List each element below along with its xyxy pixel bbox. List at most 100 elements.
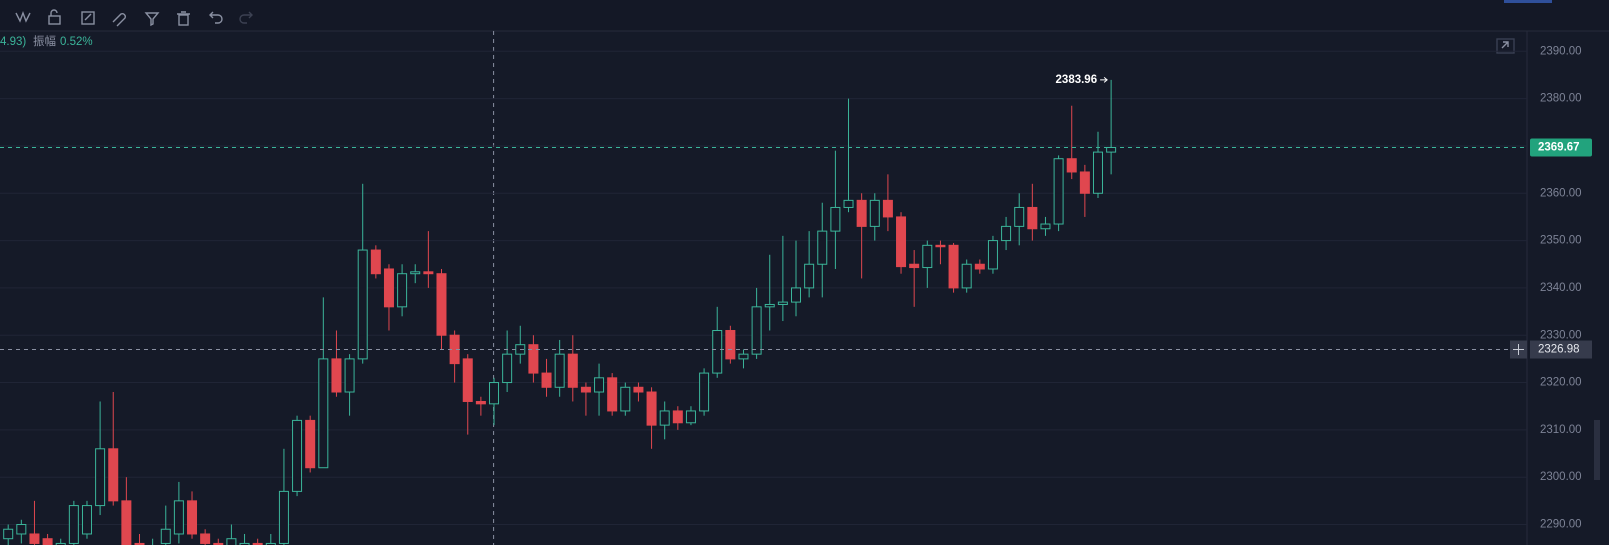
candle-body [278,490,289,544]
candle-body [265,542,276,545]
change-fragment: 4.93) [0,36,26,48]
candle-body [160,528,171,544]
candle-body [397,273,408,308]
undo-button[interactable] [209,11,223,24]
candle-body [1027,206,1038,230]
candle-body [370,249,381,275]
y-tick-label: 2290.00 [1540,519,1582,531]
candle-body [331,358,342,393]
y-tick-label: 2300.00 [1540,471,1582,483]
candle-body [699,372,710,412]
amplitude-value: 0.52% [60,36,93,48]
candle-body [305,419,316,469]
fullscreen-button[interactable] [1496,38,1515,54]
lock-button[interactable] [48,9,61,25]
candle-body [1092,151,1103,194]
candle-body [882,199,893,218]
candle-body [856,199,867,227]
candle-body [187,500,198,535]
candle-body [1053,158,1064,225]
candle-body [607,377,618,412]
last-price-badge [1530,138,1592,157]
candle-body [633,386,644,393]
candle-body [252,542,263,545]
toolbar-icons [15,9,253,27]
candle-body [226,538,237,545]
candle-body [580,386,591,393]
candle-body [1106,147,1117,153]
candle-body [896,216,907,268]
candle-body [292,419,303,492]
candle-body [29,533,40,544]
last-price-label: 2369.67 [1538,142,1580,154]
candle-body [777,301,788,305]
candle-body [1014,206,1025,227]
y-tick-label: 2310.00 [1540,424,1582,436]
filter-button[interactable] [144,12,160,27]
y-tick-label: 2320.00 [1540,377,1582,389]
y-tick-label: 2350.00 [1540,235,1582,247]
tab-indicator [1504,0,1552,3]
candle-body [95,448,106,507]
scrollbar[interactable] [1594,420,1600,480]
candle-body [344,358,355,393]
candle-body [738,353,749,360]
candle-body [594,377,605,393]
candle-body [987,240,998,270]
candle-body [489,382,500,405]
edit-button[interactable] [81,11,95,25]
candle-body [659,410,670,426]
candle-body [528,344,539,374]
candle-body [830,206,841,232]
amplitude-label: 振幅 [33,34,56,48]
candle-body [817,230,828,265]
toolbar [0,0,1609,31]
candle-body [213,542,224,545]
candle-body [134,542,145,545]
candle-body [804,263,815,289]
candle-body [909,263,920,269]
candle-body [3,528,14,540]
candle-body [173,500,184,535]
candle-body [685,410,696,424]
candle-body [108,448,119,502]
candle-body [1001,225,1012,242]
candle-body [68,505,79,544]
y-tick-label: 2360.00 [1540,187,1582,199]
candle-body [200,533,211,544]
candle-body [948,244,959,289]
candle-body [672,410,683,424]
indicator-button[interactable] [15,11,31,23]
candle-body [974,263,985,270]
candle-body [121,500,132,545]
delete-button[interactable] [177,11,190,26]
candle-body [16,524,27,535]
candle-body [383,268,394,308]
y-tick-label: 2330.00 [1540,329,1582,341]
candle-body [1040,223,1051,230]
magnet-button[interactable] [112,13,126,27]
candle-body [1079,171,1090,194]
candle-body [961,263,972,289]
candle-body [1066,158,1077,173]
candle-body [935,244,946,248]
add-alert-icon [1513,344,1524,356]
candle-body [725,329,736,360]
overlays: 2369.67 2326.98 2383.96 [0,74,1592,359]
candle-body [646,391,657,426]
redo-button[interactable] [239,11,253,24]
y-tick-label: 2340.00 [1540,282,1582,294]
candle-body [791,287,801,303]
crosshair-badge [1530,340,1592,359]
candle-body [357,249,368,360]
candle-body [239,542,250,545]
candle-body [502,353,513,384]
candle-body [869,199,880,227]
y-tick-label: 2390.00 [1540,45,1582,57]
candle-body [81,505,92,535]
candle-body [922,244,933,269]
candle-body [751,306,762,355]
candle-body [462,358,473,402]
